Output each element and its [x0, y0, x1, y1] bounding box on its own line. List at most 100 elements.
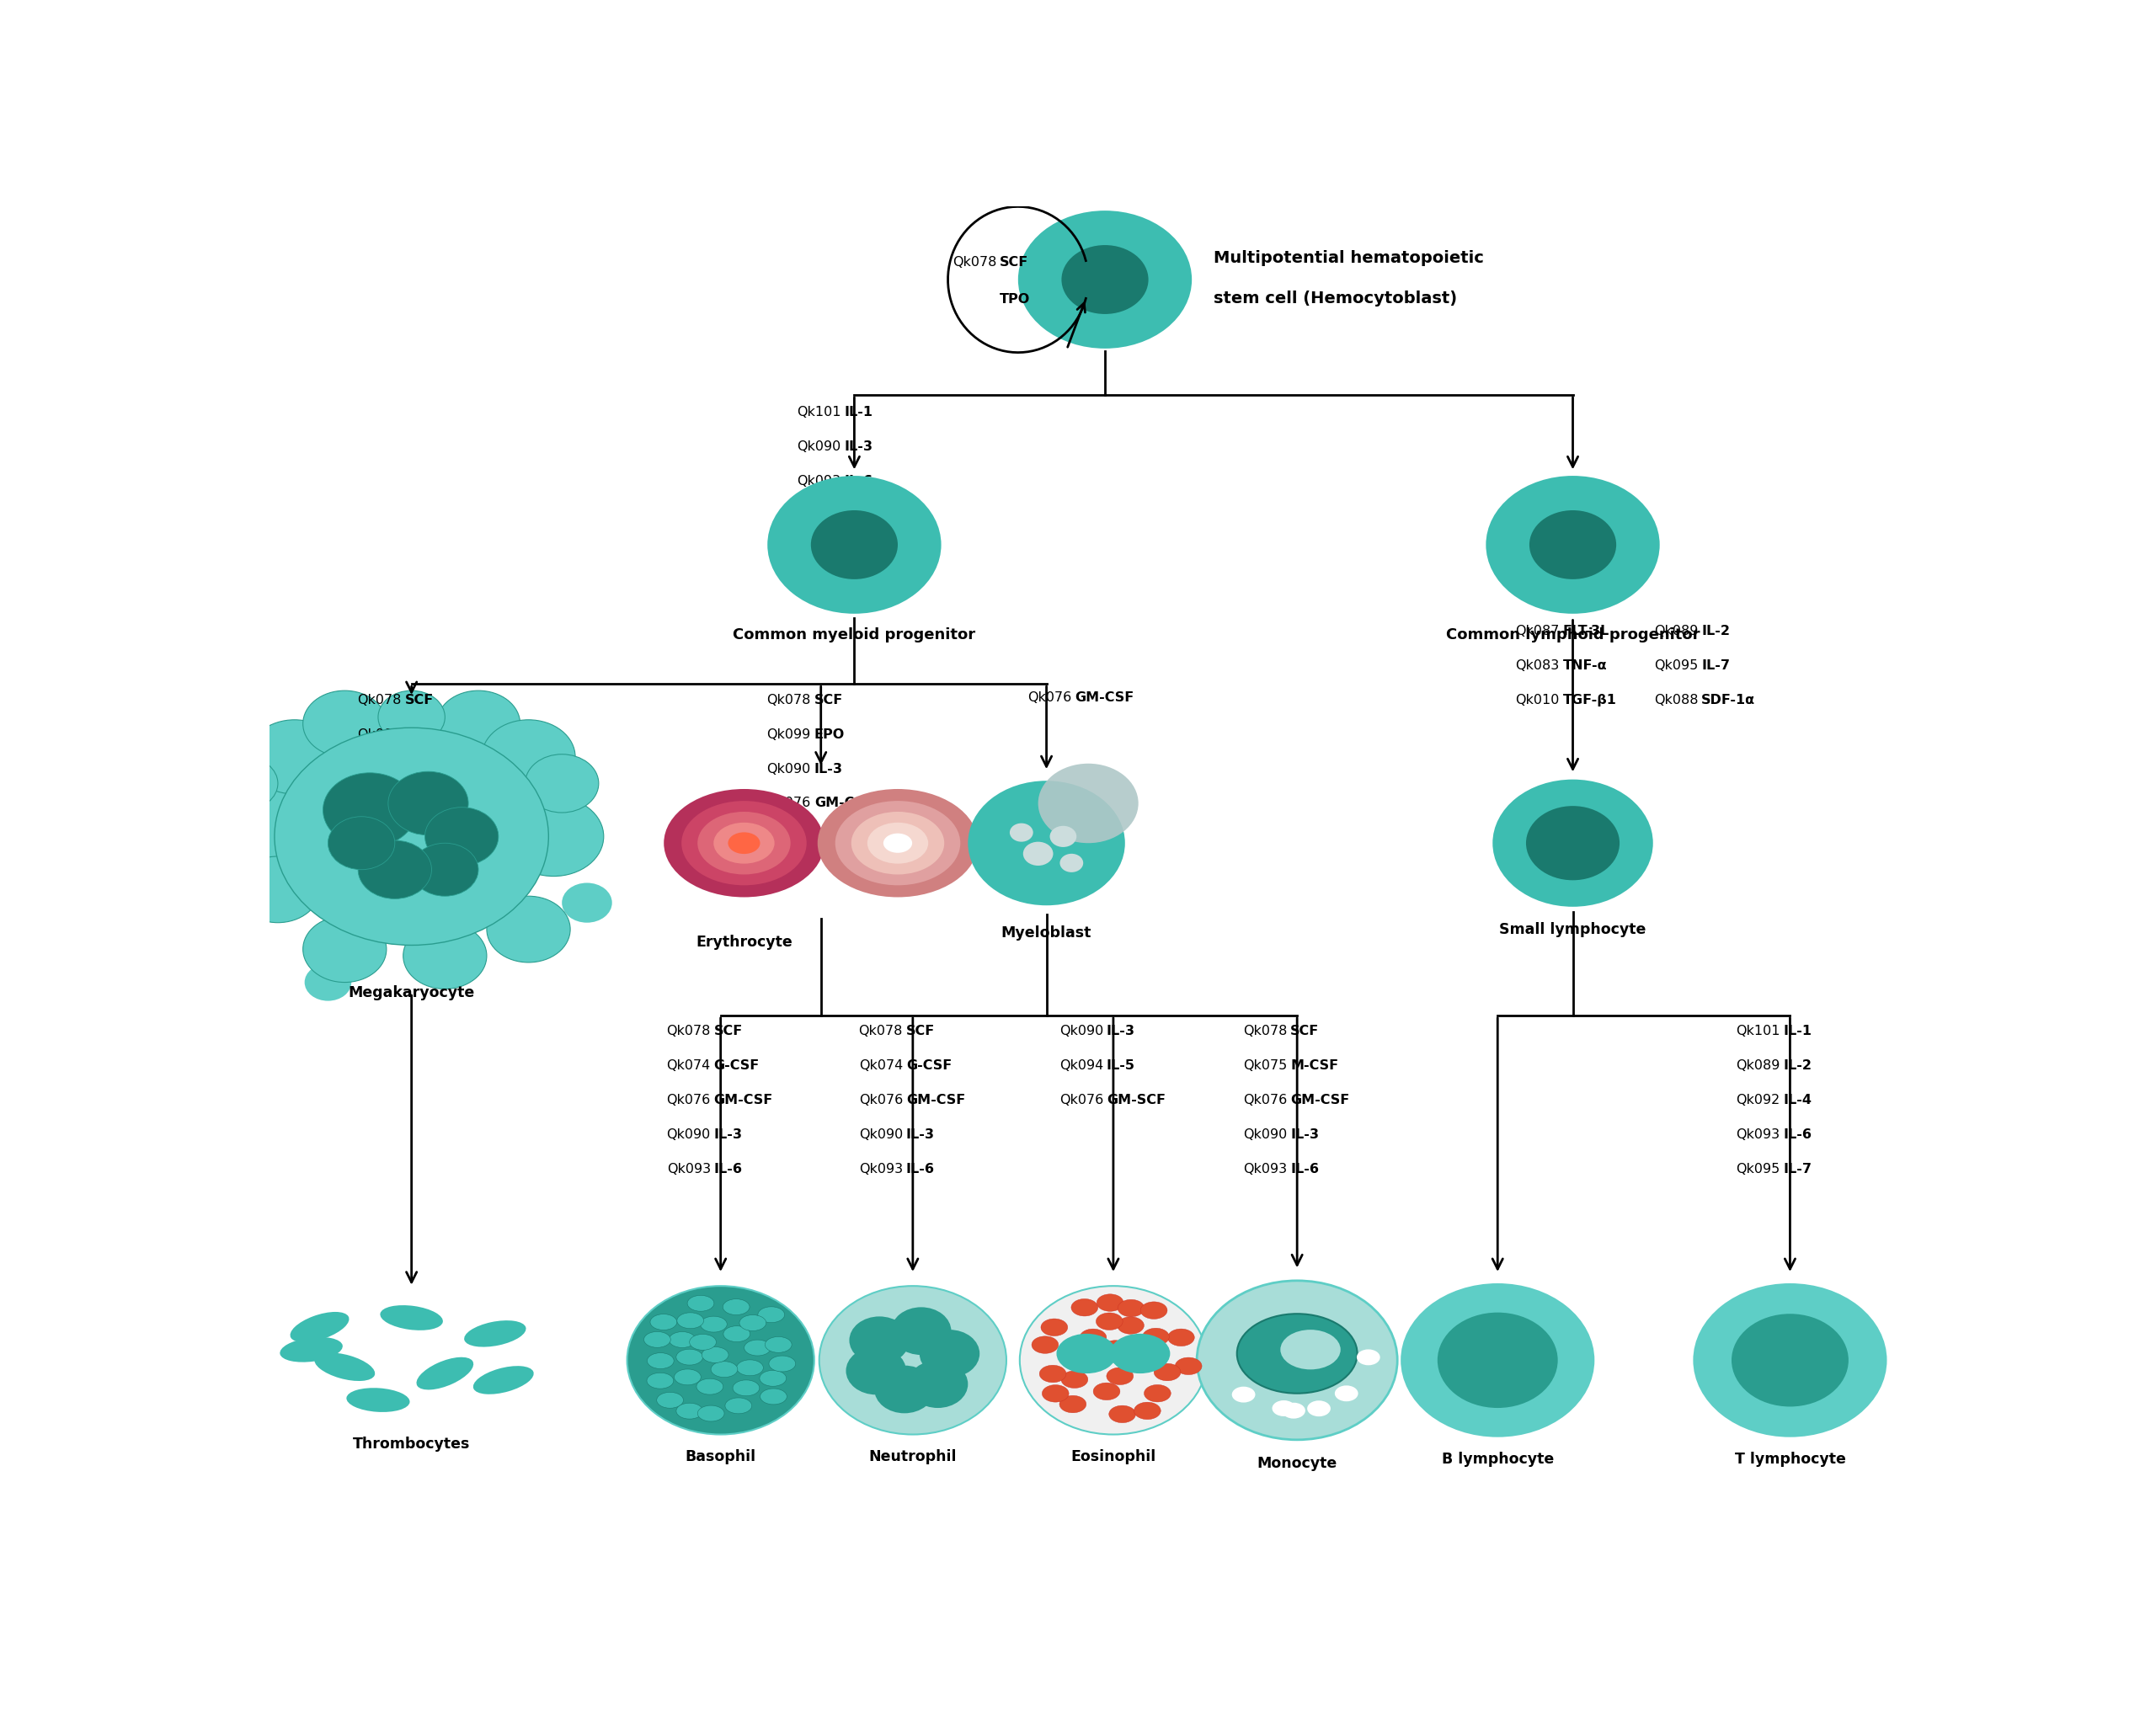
Ellipse shape: [1175, 1357, 1201, 1374]
Ellipse shape: [347, 1388, 410, 1412]
Text: IL-5: IL-5: [1106, 1059, 1136, 1073]
Text: GM-CSF: GM-CSF: [1076, 691, 1134, 704]
Ellipse shape: [677, 1348, 703, 1366]
Circle shape: [849, 1316, 910, 1364]
Ellipse shape: [699, 811, 791, 875]
Text: IL-1: IL-1: [845, 406, 873, 418]
Ellipse shape: [1169, 1329, 1194, 1347]
Ellipse shape: [852, 811, 944, 875]
Ellipse shape: [1238, 1314, 1358, 1393]
Text: Qk089: Qk089: [1654, 625, 1699, 637]
Ellipse shape: [1095, 1312, 1123, 1329]
Ellipse shape: [651, 1314, 677, 1329]
Ellipse shape: [759, 1371, 787, 1386]
Circle shape: [1731, 1314, 1848, 1407]
Text: Qk093: Qk093: [1244, 1162, 1287, 1176]
Ellipse shape: [703, 1347, 729, 1362]
Text: Qk078: Qk078: [358, 694, 401, 706]
Text: SDF-1α: SDF-1α: [1701, 694, 1755, 706]
Text: Qk093: Qk093: [1736, 1128, 1781, 1142]
Ellipse shape: [291, 1312, 349, 1341]
Text: Qk094: Qk094: [1059, 1059, 1104, 1073]
Text: TNF-α: TNF-α: [1563, 660, 1606, 672]
Text: Thrombocytes: Thrombocytes: [354, 1436, 470, 1452]
Ellipse shape: [722, 1298, 750, 1316]
Text: SCF: SCF: [1291, 1025, 1319, 1038]
Circle shape: [412, 844, 479, 895]
Text: GM-CSF: GM-CSF: [1291, 1093, 1350, 1107]
Text: Qk095: Qk095: [1736, 1162, 1781, 1176]
Circle shape: [248, 720, 341, 794]
Text: Qk090: Qk090: [798, 441, 841, 453]
Text: B lymphocyte: B lymphocyte: [1442, 1452, 1554, 1467]
Ellipse shape: [761, 1388, 787, 1405]
Text: T lymphocyte: T lymphocyte: [1733, 1452, 1846, 1467]
Ellipse shape: [315, 1353, 375, 1381]
Text: Eosinophil: Eosinophil: [1072, 1450, 1156, 1465]
Text: Qk090: Qk090: [666, 1128, 711, 1142]
Circle shape: [237, 856, 319, 923]
Text: SCF: SCF: [1000, 257, 1028, 269]
Circle shape: [1018, 210, 1192, 348]
Text: IL-3: IL-3: [1106, 1025, 1136, 1038]
Text: Qk090: Qk090: [858, 1128, 903, 1142]
Ellipse shape: [1231, 1386, 1255, 1402]
Text: Erythrocyte: Erythrocyte: [696, 935, 793, 951]
Text: IL-7: IL-7: [1783, 1162, 1811, 1176]
Text: GM-SCF: GM-SCF: [1106, 1093, 1166, 1107]
Circle shape: [304, 964, 351, 1000]
Text: Qk076: Qk076: [1028, 691, 1072, 704]
Text: Common lymphoid progenitor: Common lymphoid progenitor: [1447, 627, 1699, 642]
Text: IL-3: IL-3: [845, 441, 873, 453]
Circle shape: [845, 1347, 906, 1395]
Ellipse shape: [1145, 1384, 1171, 1402]
Text: EPO: EPO: [815, 728, 845, 740]
Ellipse shape: [1143, 1328, 1169, 1345]
Text: M-CSF: M-CSF: [1291, 1059, 1339, 1073]
Text: Qk083: Qk083: [1516, 660, 1559, 672]
Text: FLT-3L: FLT-3L: [1563, 625, 1608, 637]
Ellipse shape: [658, 1391, 683, 1409]
Circle shape: [302, 691, 386, 758]
Text: IL-6: IL-6: [906, 1162, 936, 1176]
Circle shape: [1061, 245, 1149, 313]
Text: Qk090: Qk090: [768, 763, 811, 775]
Circle shape: [1492, 780, 1654, 907]
Circle shape: [481, 720, 576, 794]
Text: SCF: SCF: [845, 544, 873, 556]
Ellipse shape: [1307, 1400, 1330, 1417]
Circle shape: [968, 780, 1125, 906]
Text: IL-3: IL-3: [405, 763, 433, 775]
Text: IL-4: IL-4: [1783, 1093, 1811, 1107]
Text: Qk075: Qk075: [1244, 1059, 1287, 1073]
Circle shape: [302, 916, 386, 982]
Circle shape: [505, 797, 604, 876]
Text: Qk076: Qk076: [1059, 1093, 1104, 1107]
Text: Qk076: Qk076: [358, 797, 401, 809]
Circle shape: [207, 780, 315, 866]
Text: Common myeloid progenitor: Common myeloid progenitor: [733, 627, 977, 642]
Ellipse shape: [1080, 1352, 1106, 1369]
Text: Qk101: Qk101: [798, 406, 841, 418]
Circle shape: [1050, 827, 1076, 847]
Text: Neutrophil: Neutrophil: [869, 1450, 957, 1465]
Text: Qk078: Qk078: [666, 1025, 711, 1038]
Ellipse shape: [280, 1336, 343, 1362]
Text: IL-7: IL-7: [1701, 660, 1729, 672]
Text: IL-2: IL-2: [1783, 1059, 1811, 1073]
Ellipse shape: [729, 832, 761, 854]
Ellipse shape: [1134, 1402, 1160, 1419]
Circle shape: [328, 816, 395, 870]
Ellipse shape: [817, 789, 979, 897]
Circle shape: [811, 510, 897, 579]
Ellipse shape: [645, 1331, 671, 1348]
Text: Qk087: Qk087: [1516, 625, 1559, 637]
Ellipse shape: [1283, 1403, 1304, 1419]
Text: Qk088: Qk088: [1654, 694, 1699, 706]
Circle shape: [1009, 823, 1033, 842]
Text: stem cell (Hemocytoblast): stem cell (Hemocytoblast): [1214, 289, 1457, 307]
Text: Qk076: Qk076: [666, 1093, 711, 1107]
Circle shape: [1692, 1283, 1886, 1438]
Ellipse shape: [1041, 1319, 1067, 1336]
Circle shape: [890, 1307, 951, 1355]
